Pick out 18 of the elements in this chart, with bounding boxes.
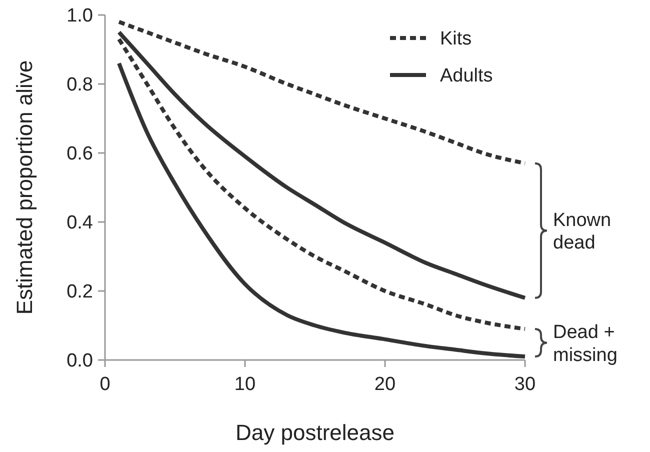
x-tick-label: 10 [234, 374, 256, 395]
legend-label: Kits [440, 28, 472, 50]
y-tick-label: 0.8 [66, 74, 93, 96]
y-tick-label: 0.4 [66, 212, 94, 234]
y-tick-label: 0.0 [66, 350, 93, 372]
y-tick-label: 0.6 [66, 144, 93, 165]
legend-label: Adults [440, 66, 493, 87]
x-axis-title: Day postrelease [236, 420, 394, 445]
text: Known dead [553, 210, 612, 254]
x-tick-label: 0 [100, 374, 110, 395]
y-axis-title: Estimated proportion alive [12, 60, 37, 315]
line-series [117, 61, 527, 359]
y-tick-label: 0.2 [66, 282, 93, 303]
x-tick-label: 20 [374, 374, 396, 395]
x-tick-label: 30 [514, 374, 536, 395]
line-series [117, 20, 527, 166]
y-tick-label: 1.0 [66, 6, 93, 27]
text: Dead + missing [553, 322, 618, 366]
